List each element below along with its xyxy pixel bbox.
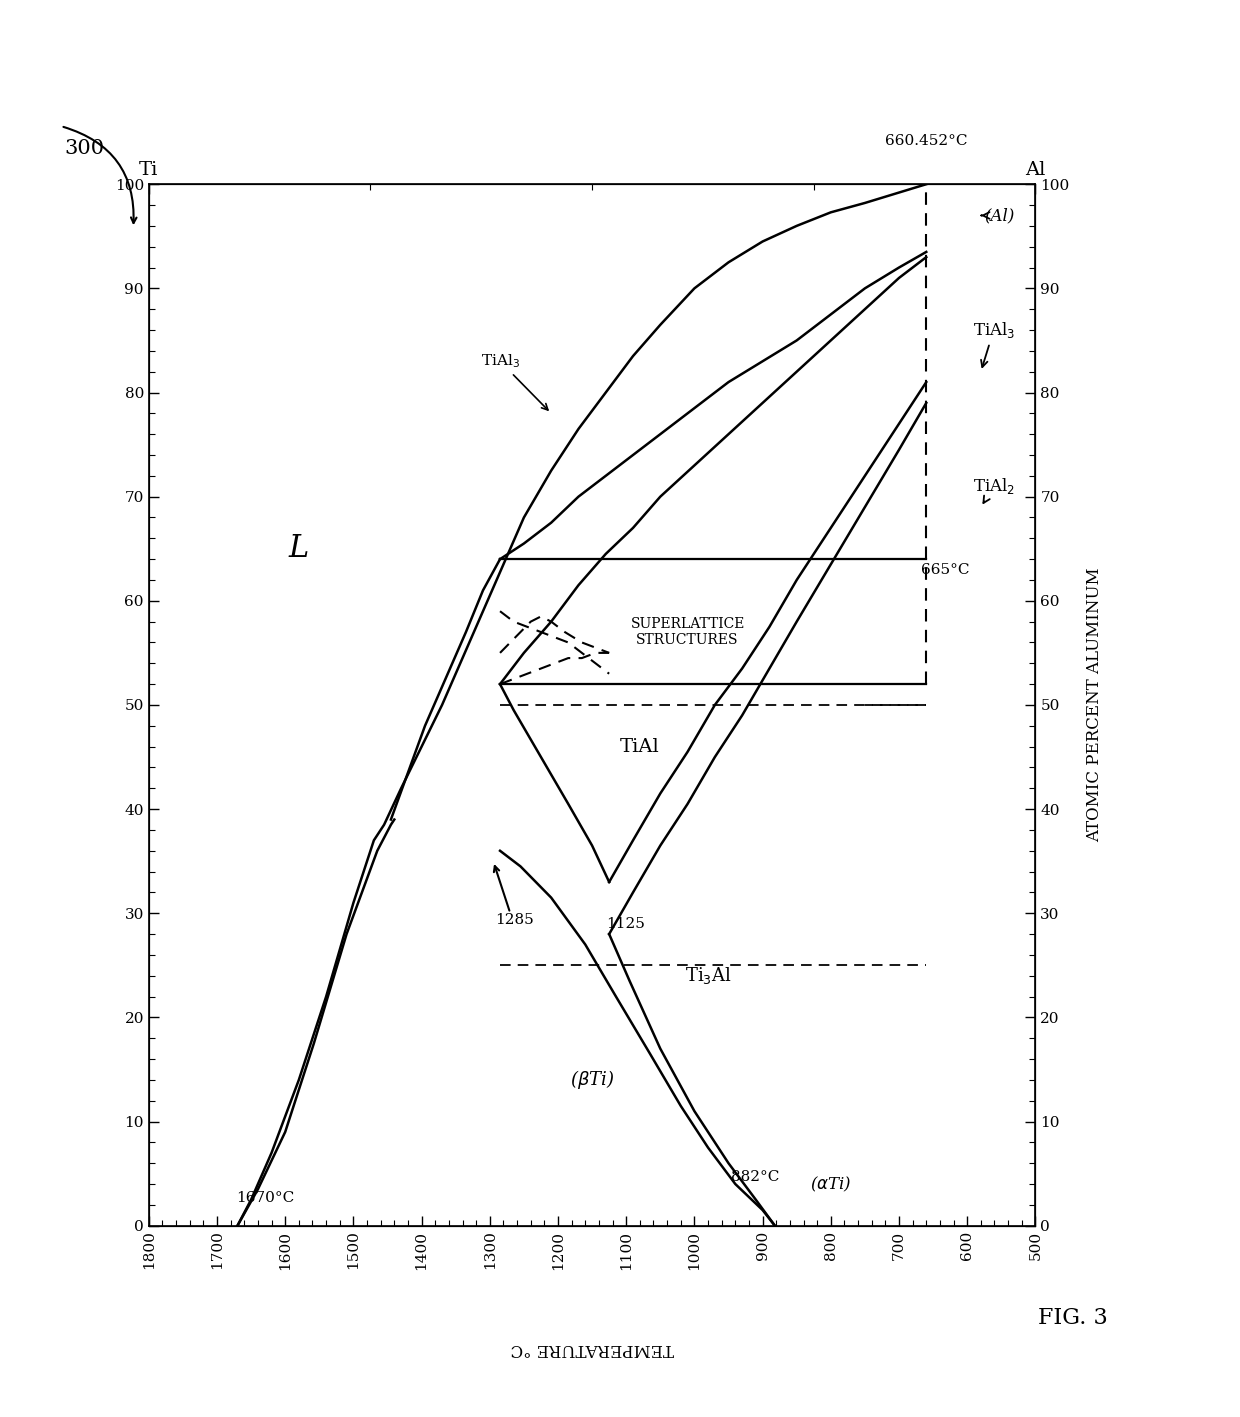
Text: SUPERLATTICE
STRUCTURES: SUPERLATTICE STRUCTURES (630, 616, 745, 648)
Text: FIG. 3: FIG. 3 (1038, 1306, 1107, 1329)
Text: 882°C: 882°C (730, 1170, 779, 1185)
Y-axis label: ATOMIC PERCENT ALUMINUM: ATOMIC PERCENT ALUMINUM (1086, 568, 1104, 842)
Text: TiAl: TiAl (620, 738, 660, 755)
Text: TiAl$_2$: TiAl$_2$ (973, 476, 1014, 503)
Text: Ti$_3$Al: Ti$_3$Al (684, 965, 732, 986)
Text: (Al): (Al) (982, 207, 1014, 224)
Text: 1670°C: 1670°C (236, 1190, 294, 1204)
Text: 665°C: 665°C (921, 563, 970, 577)
Text: TiAl$_3$: TiAl$_3$ (481, 353, 548, 410)
Text: L: L (289, 533, 309, 564)
Text: 660.452°C: 660.452°C (885, 133, 967, 147)
Text: ($\alpha$Ti): ($\alpha$Ti) (810, 1175, 852, 1193)
Text: ($\beta$Ti): ($\beta$Ti) (570, 1068, 614, 1091)
Text: 300: 300 (64, 139, 104, 159)
Text: 1285: 1285 (495, 914, 534, 927)
Text: TiAl$_3$: TiAl$_3$ (972, 320, 1014, 367)
Text: 1125: 1125 (605, 917, 645, 931)
Text: TEMPERATURE °C: TEMPERATURE °C (511, 1340, 675, 1357)
